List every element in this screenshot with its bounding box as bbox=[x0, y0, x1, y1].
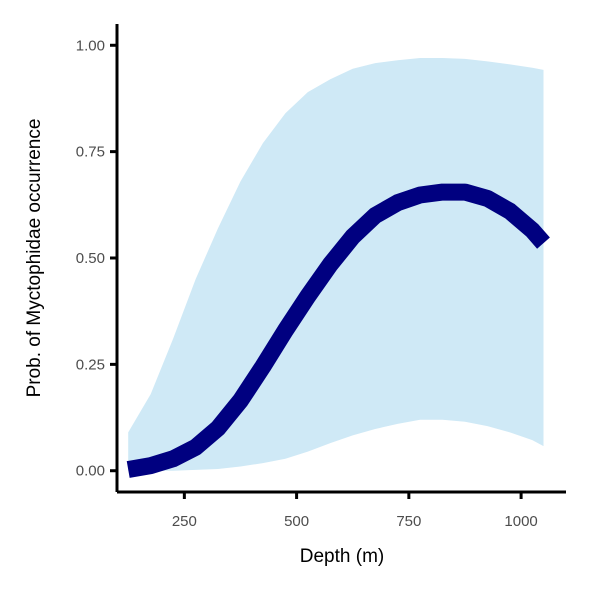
axes: 0.00 0.25 0.50 0.75 1.00 250 500 750 1000 bbox=[76, 24, 566, 530]
x-tick-label: 500 bbox=[284, 513, 309, 530]
y-tick-label: 0.25 bbox=[76, 356, 105, 373]
y-tick-label: 0.00 bbox=[76, 463, 105, 480]
y-axis-title: Prob. of Myctophidae occurrence bbox=[24, 119, 45, 398]
x-tick-label: 750 bbox=[396, 513, 421, 530]
x-axis-title: Depth (m) bbox=[300, 546, 384, 567]
x-tick-label: 250 bbox=[172, 513, 197, 530]
plot-area bbox=[126, 58, 550, 478]
y-tick-label: 0.75 bbox=[76, 144, 105, 161]
y-tick-label: 1.00 bbox=[76, 37, 105, 54]
series-line bbox=[126, 183, 550, 478]
y-tick-label: 0.50 bbox=[76, 250, 105, 267]
x-tick-label: 1000 bbox=[504, 513, 537, 530]
